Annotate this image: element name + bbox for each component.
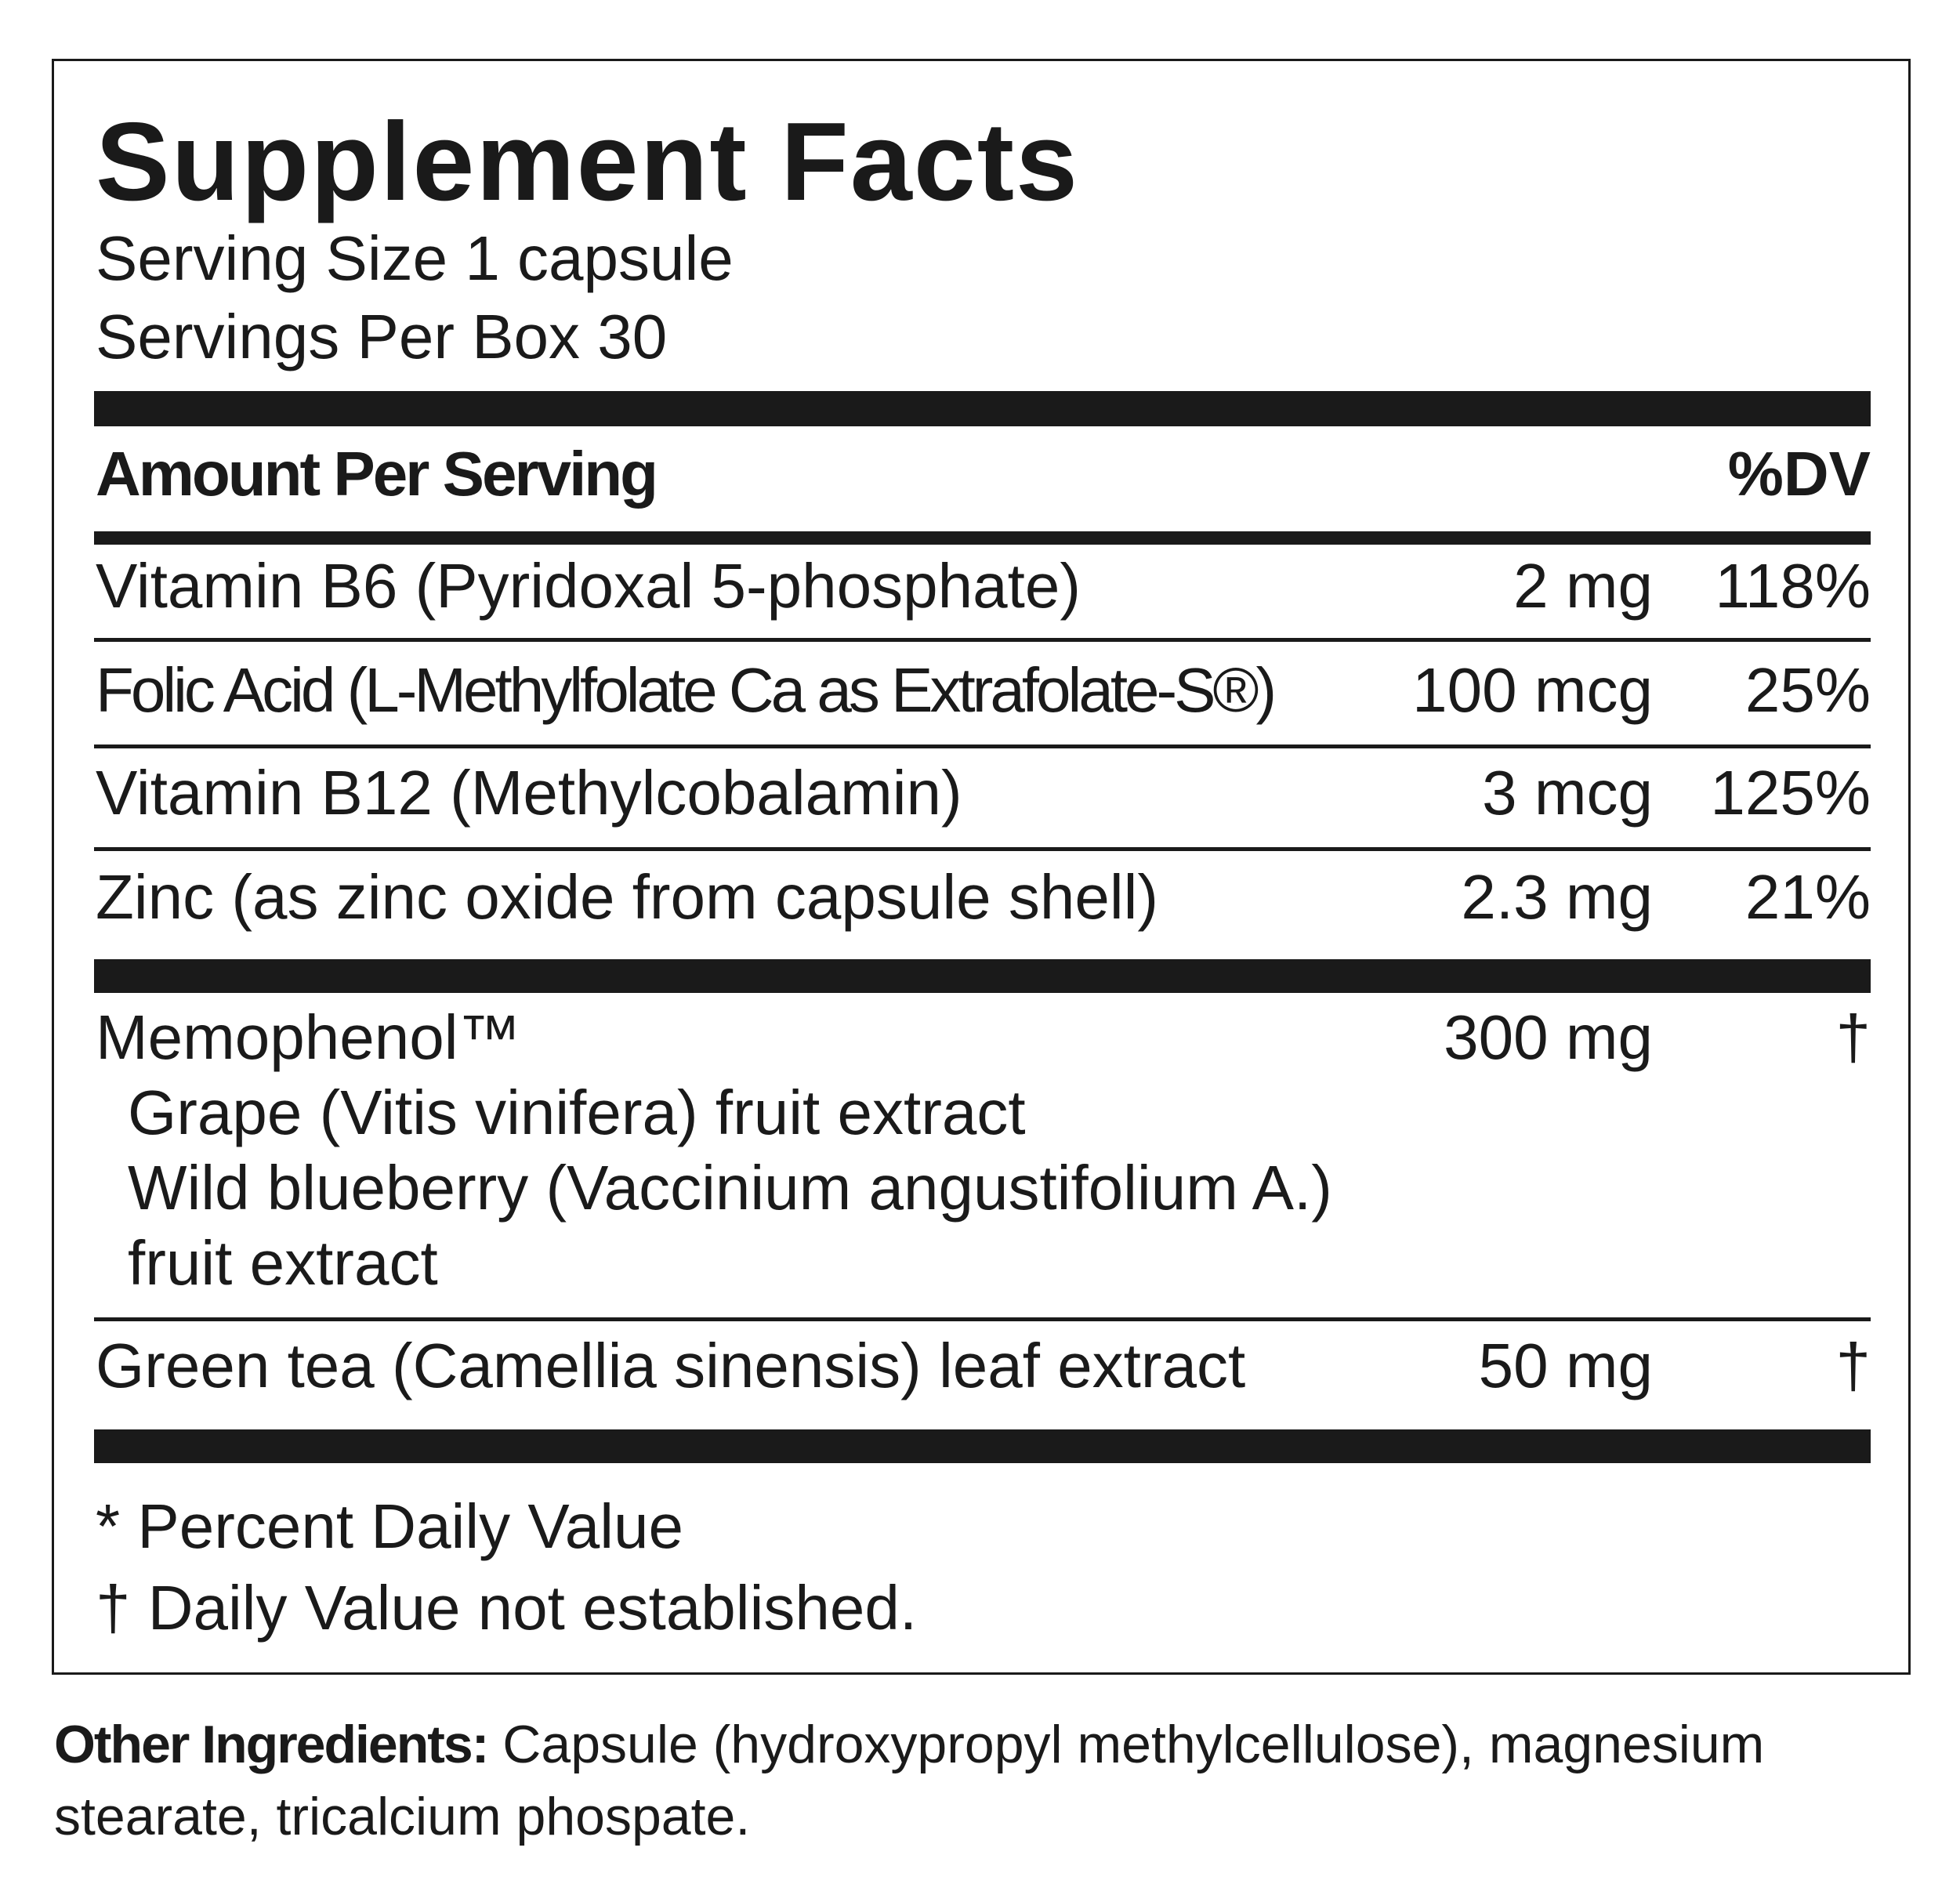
nutrient-amount: 2 mg <box>1513 551 1653 621</box>
nutrient-name: Folic Acid (L-Methylfolate Ca as Extrafo… <box>96 655 1277 725</box>
thin-divider <box>94 1317 1871 1321</box>
other-ingredients-line-2: stearate, tricalcium phospate. <box>54 1787 751 1846</box>
dv-header: %DV <box>1727 439 1871 509</box>
thick-divider <box>94 1429 1871 1463</box>
nutrient-amount: 2.3 mg <box>1461 862 1653 932</box>
thin-divider <box>94 847 1871 851</box>
serving-size: Serving Size 1 capsule <box>96 223 734 293</box>
nutrient-name: Green tea (Camellia sinensis) leaf extra… <box>96 1331 1246 1400</box>
nutrient-amount: 100 mcg <box>1412 655 1653 725</box>
nutrient-name: Vitamin B12 (Methylcobalamin) <box>96 758 962 828</box>
other-ingredients-line-1: Other Ingredients: Capsule (hydroxypropy… <box>54 1718 1764 1771</box>
thin-divider <box>94 638 1871 642</box>
other-ingredients-label: Other Ingredients: <box>54 1715 489 1774</box>
amount-per-serving-header: Amount Per Serving <box>96 439 658 509</box>
nutrient-amount: 50 mg <box>1478 1331 1653 1400</box>
blend-component: Wild blueberry (Vaccinium angustifolium … <box>128 1153 1332 1223</box>
thick-divider <box>94 959 1871 993</box>
footnote-dv: * Percent Daily Value <box>96 1491 683 1561</box>
nutrient-dv: 118% <box>1715 551 1871 621</box>
panel-title: Supplement Facts <box>96 100 1080 224</box>
medium-divider <box>94 531 1871 545</box>
nutrient-name: Vitamin B6 (Pyridoxal 5-phosphate) <box>96 551 1081 621</box>
other-ingredients-text: Capsule (hydroxypropyl methylcellulose),… <box>487 1715 1765 1774</box>
nutrient-name: Zinc (as zinc oxide from capsule shell) <box>96 862 1159 932</box>
nutrient-dv: † <box>1835 1331 1871 1400</box>
thin-divider <box>94 744 1871 748</box>
supplement-facts-panel <box>52 59 1911 1675</box>
blend-name: Memophenol™ <box>96 1002 521 1072</box>
nutrient-amount: 3 mcg <box>1482 758 1653 828</box>
blend-component: fruit extract <box>128 1228 438 1298</box>
nutrient-dv: 125% <box>1710 758 1871 828</box>
nutrient-dv: 21% <box>1744 862 1871 932</box>
thick-divider <box>94 391 1871 426</box>
blend-component: Grape (Vitis vinifera) fruit extract <box>128 1078 1026 1147</box>
footnote-dagger: † Daily Value not established. <box>96 1573 918 1643</box>
blend-amount: 300 mg <box>1444 1002 1653 1072</box>
servings-per-container: Servings Per Box 30 <box>96 302 668 371</box>
nutrient-dv: 25% <box>1744 655 1871 725</box>
blend-dv: † <box>1835 1002 1871 1072</box>
